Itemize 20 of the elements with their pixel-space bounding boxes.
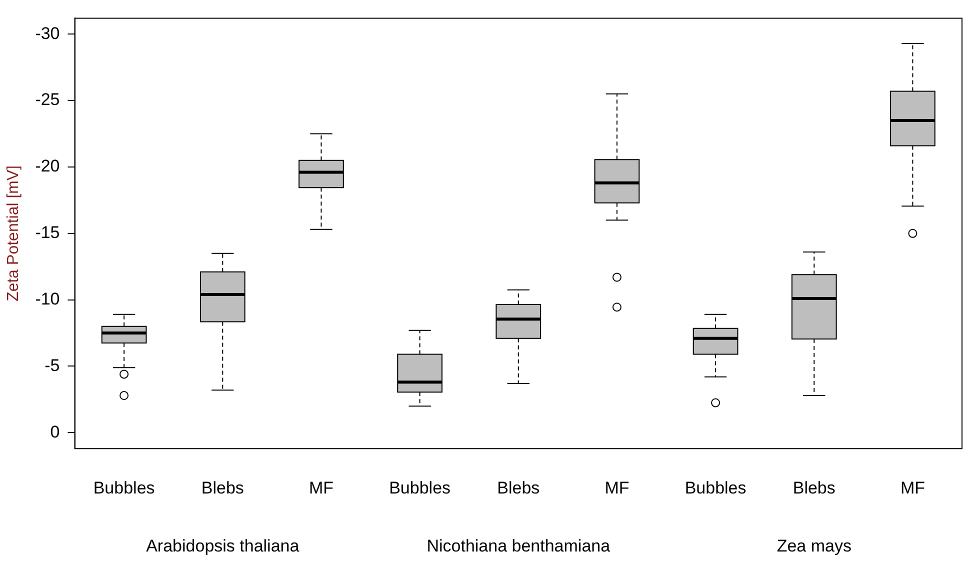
y-tick-label: -5 <box>44 356 60 375</box>
x-tick-label: Blebs <box>497 478 540 498</box>
text: Arabidopsis thaliana <box>146 536 300 556</box>
x-tick-label: Bubbles <box>389 478 451 498</box>
y-tick-label: -20 <box>35 156 60 176</box>
x-tick-label: Blebs <box>201 478 244 498</box>
x-tick-label: MF <box>604 478 630 498</box>
y-tick-label: 0 <box>50 422 60 442</box>
y-tick-label: -10 <box>35 290 60 309</box>
y-tick-label: -25 <box>35 90 60 110</box>
y-axis-title: Zeta Potential [mV] <box>5 165 22 302</box>
x-tick-label: MF <box>900 478 925 498</box>
y-tick-label: -30 <box>35 24 60 43</box>
x-tick-label: Bubbles <box>93 478 155 498</box>
y-tick-label: -15 <box>35 223 60 242</box>
text: Nicothiana benthamiana <box>426 536 611 556</box>
x-tick-label: MF <box>308 478 334 498</box>
x-tick-label: Bubbles <box>684 478 746 498</box>
x-tick-label: Blebs <box>792 478 836 498</box>
text: Zea mays <box>776 536 852 556</box>
